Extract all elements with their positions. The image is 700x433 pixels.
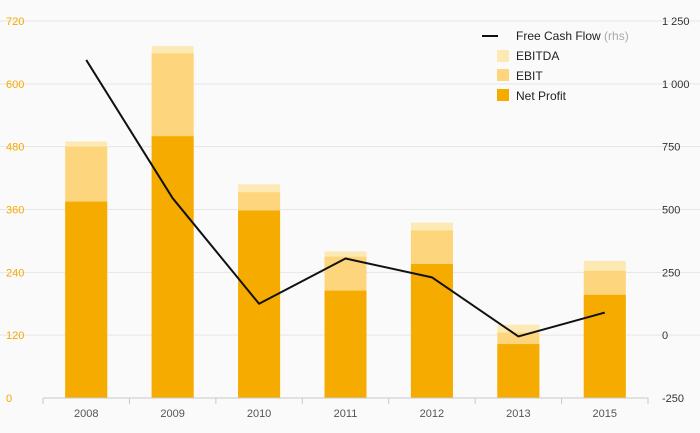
- x-tick-label: 2010: [247, 408, 271, 420]
- y-right-tick-label: -250: [662, 393, 684, 405]
- y-right-tick-label: 1 000: [662, 79, 690, 91]
- y-right-tick-label: 500: [662, 205, 680, 217]
- y-right-tick-label: 0: [662, 330, 668, 342]
- x-tick-label: 2013: [506, 408, 530, 420]
- legend-label-rhs: (rhs): [604, 29, 629, 43]
- legend-label-free-cash-flow: Free Cash Flow: [516, 29, 601, 43]
- x-tick-label: 2015: [593, 408, 617, 420]
- bar-net-profit-2015: [583, 294, 626, 398]
- x-tick-label: 2011: [334, 408, 358, 420]
- legend-label-ebit: EBIT: [516, 69, 543, 83]
- legend-item-free-cash-flow: Free Cash Flow (rhs): [516, 29, 629, 43]
- x-tick-label: 2012: [420, 408, 444, 420]
- legend-swatch-net-profit: [497, 89, 509, 101]
- y-left-tick-label: 480: [6, 142, 24, 154]
- legend-label-net-profit: Net Profit: [516, 89, 567, 103]
- legend: Free Cash Flow (rhs) EBITDA EBIT Net Pro…: [482, 29, 629, 103]
- y-left-tick-label: 360: [6, 205, 24, 217]
- bar-net-profit-2009: [151, 136, 194, 398]
- axes: 0 120 240 360 480 600 720 -250 0 250 500 750 1 000 1 …: [6, 16, 690, 420]
- free-cash-flow-series: [85, 59, 606, 338]
- y-right-tick-label: 250: [662, 267, 680, 279]
- y-left-tick-label: 720: [6, 16, 24, 28]
- y-left-tick-label: 120: [6, 330, 24, 342]
- line-free-cash-flow: [85, 59, 606, 338]
- y-left-tick-label: 240: [6, 267, 24, 279]
- y-left-tick-label: 0: [6, 393, 12, 405]
- bar-series: [65, 46, 626, 399]
- legend-label-ebitda: EBITDA: [516, 49, 559, 63]
- bar-net-profit-2011: [324, 290, 367, 398]
- x-tick-label: 2008: [74, 408, 98, 420]
- x-tick-label: 2009: [160, 408, 184, 420]
- bar-net-profit-2013: [497, 344, 540, 398]
- y-right-tick-label: 750: [662, 142, 680, 154]
- y-right-tick-label: 1 250: [662, 16, 690, 28]
- legend-swatch-ebit: [497, 69, 509, 81]
- bar-net-profit-2012: [410, 263, 453, 398]
- bar-net-profit-2008: [65, 201, 108, 398]
- y-left-tick-label: 600: [6, 79, 24, 91]
- legend-swatch-ebitda: [497, 50, 509, 62]
